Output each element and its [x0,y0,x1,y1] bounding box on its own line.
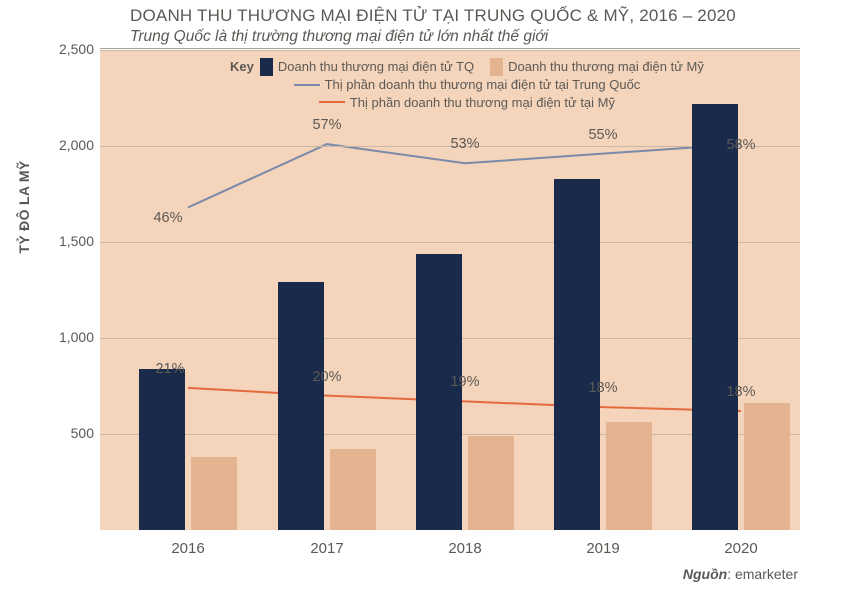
y-tick-label: 2,000 [34,137,94,153]
y-tick-label: 2,500 [34,41,94,57]
x-tick-label: 2020 [691,540,791,557]
x-tick-label: 2016 [138,540,238,557]
source-sep: : [727,566,735,582]
source-label: Nguồn [683,566,727,582]
bar-cn [416,254,462,530]
line-us-share [188,388,741,411]
bar-us [191,457,237,530]
bar-us [744,403,790,530]
bar-cn [139,369,185,530]
bar-cn [692,104,738,530]
source-value: emarketer [735,566,798,582]
y-tick-label: 1,000 [34,329,94,345]
y-gridline [100,50,800,51]
y-tick-label: 500 [34,425,94,441]
line-us-label: 20% [303,369,351,385]
y-tick-label: 1,500 [34,233,94,249]
line-cn-share [188,144,741,207]
line-us-label: 21% [146,361,194,377]
bar-us [330,449,376,530]
y-axis-title: TỶ ĐÔ LA MỸ [16,160,32,253]
line-us-label: 18% [579,380,627,396]
line-us-label: 18% [717,384,765,400]
bar-cn [278,282,324,530]
bar-us [468,436,514,530]
x-tick-label: 2018 [415,540,515,557]
line-cn-label: 55% [579,127,627,143]
chart-subtitle: Trung Quốc là thị trường thương mại điện… [130,28,548,46]
subtitle-rule [100,48,800,49]
line-cn-label: 58% [717,137,765,153]
bar-us [606,422,652,530]
line-cn-label: 57% [303,117,351,133]
source-citation: Nguồn: emarketer [683,566,798,582]
line-us-label: 19% [441,374,489,390]
line-cn-label: 53% [441,136,489,152]
x-tick-label: 2019 [553,540,653,557]
line-cn-label: 46% [144,210,192,226]
x-tick-label: 2017 [277,540,377,557]
bar-cn [554,179,600,530]
chart-title: DOANH THU THƯƠNG MẠI ĐIỆN TỬ TẠI TRUNG Q… [130,6,736,26]
